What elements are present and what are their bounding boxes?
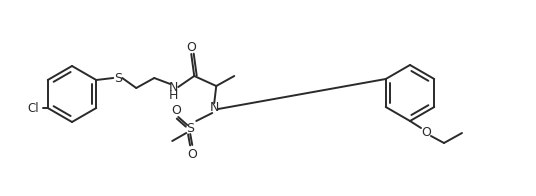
Text: O: O (187, 41, 196, 54)
Text: S: S (186, 122, 194, 135)
Text: Cl: Cl (27, 102, 39, 114)
Text: N: N (168, 81, 178, 93)
Text: H: H (168, 89, 178, 102)
Text: N: N (210, 101, 219, 113)
Text: S: S (114, 72, 122, 84)
Text: O: O (172, 103, 181, 116)
Text: O: O (187, 148, 197, 161)
Text: O: O (421, 126, 431, 140)
